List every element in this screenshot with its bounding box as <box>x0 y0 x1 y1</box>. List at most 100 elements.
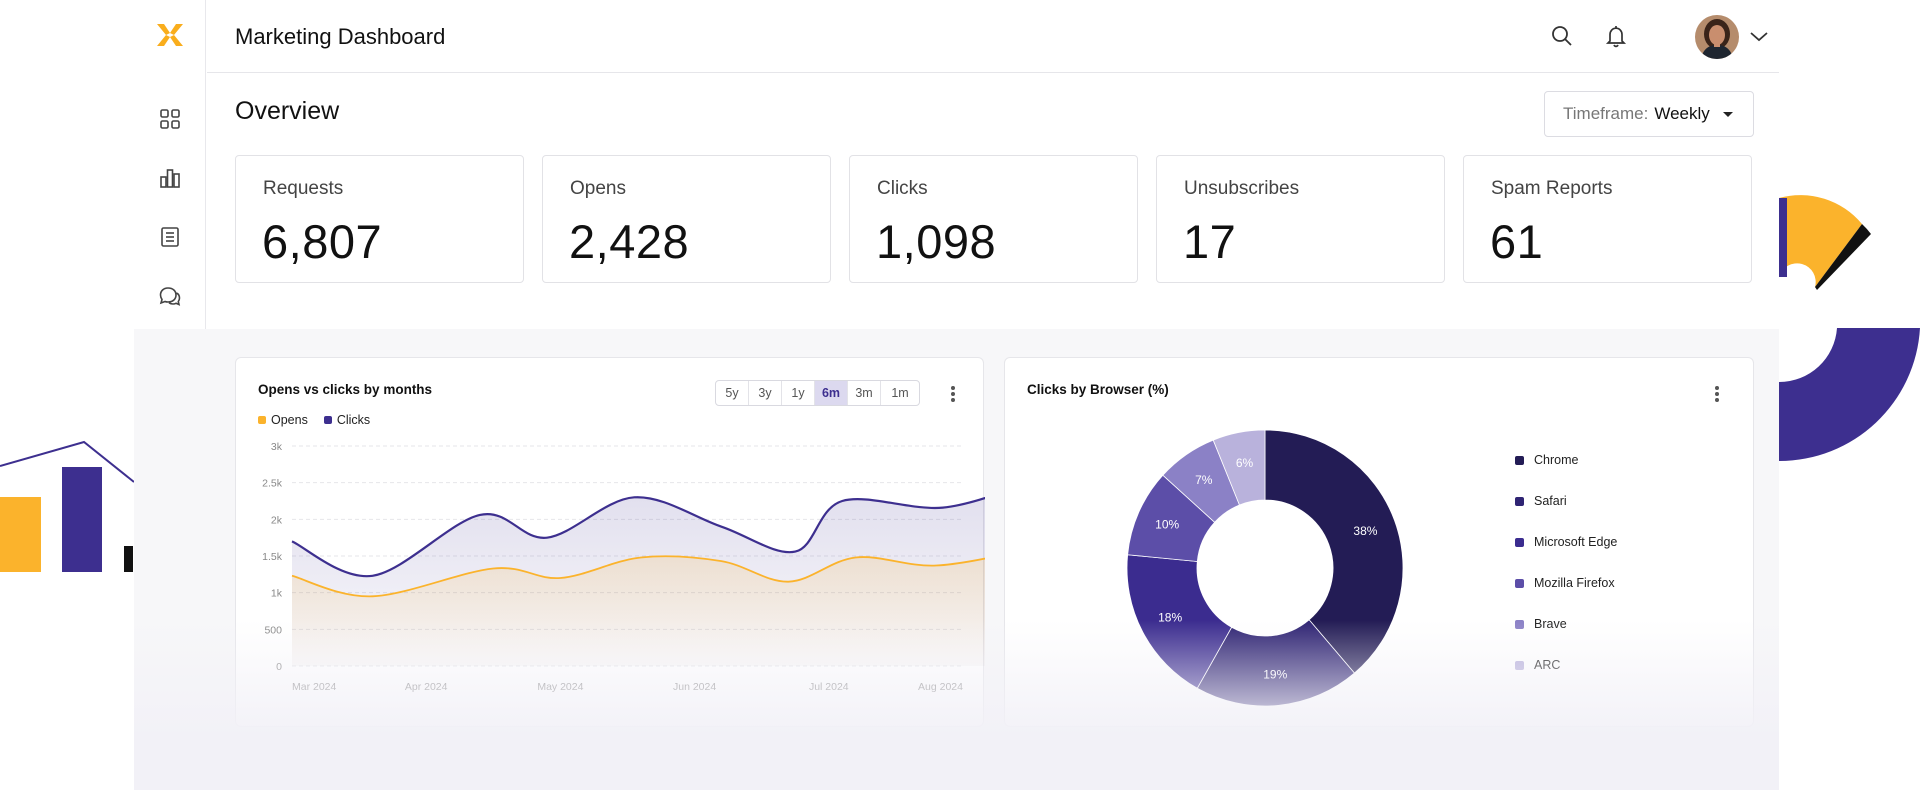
legend-label: Mozilla Firefox <box>1534 576 1615 590</box>
slice-label: 38% <box>1353 524 1377 538</box>
search-button[interactable] <box>1548 22 1576 50</box>
stat-value: 61 <box>1490 215 1544 268</box>
legend-swatch <box>1515 660 1524 670</box>
y-tick-label: 500 <box>264 624 282 636</box>
legend-label: Chrome <box>1534 453 1579 467</box>
y-tick-label: 1.5k <box>262 551 283 563</box>
x-tick-label: Mar 2024 <box>292 681 337 693</box>
legend-item-microsoft-edge[interactable]: Microsoft Edge <box>1515 535 1617 549</box>
legend-item-mozilla-firefox[interactable]: Mozilla Firefox <box>1515 576 1615 590</box>
legend-label: Brave <box>1534 617 1567 631</box>
clicks-by-browser-donut: 38% 19% 18% 10% 7% 6% <box>1126 429 1404 707</box>
y-tick-label: 2k <box>271 514 283 526</box>
document-icon <box>161 227 179 247</box>
bar-chart-icon <box>160 169 180 188</box>
stat-card-requests: Requests 6,807 <box>235 155 524 283</box>
legend-label: Microsoft Edge <box>1534 535 1618 549</box>
range-button-1y[interactable]: 1y <box>782 381 815 405</box>
bell-icon <box>1605 26 1627 48</box>
brand-logo[interactable] <box>155 20 185 50</box>
stat-card-spam-reports: Spam Reports 61 <box>1463 155 1752 283</box>
y-tick-label: 0 <box>276 661 282 673</box>
x-tick-label: Aug 2024 <box>918 681 963 693</box>
slice-label: 7% <box>1195 473 1213 487</box>
legend-item-opens[interactable]: Opens <box>258 413 308 427</box>
range-button-5y[interactable]: 5y <box>716 381 749 405</box>
stat-value: 6,807 <box>262 215 383 268</box>
clicks-by-browser-card: Clicks by Browser (%) 38% 19% 18% 10% 7% 6% C… <box>1004 357 1754 727</box>
slice-arc <box>1212 429 1266 506</box>
notifications-button[interactable] <box>1602 22 1630 50</box>
slice-label: 19% <box>1263 668 1287 682</box>
stat-label: Spam Reports <box>1491 178 1613 199</box>
opens-vs-clicks-chart: 0 500 1k 1.5k 2k 2.5k 3k Mar 2024 Apr 2024 May 20… <box>262 441 985 693</box>
legend-swatch <box>1515 455 1524 465</box>
legend-label: ARC <box>1534 658 1561 672</box>
app-window: Marketing Dashboard <box>134 0 1779 790</box>
timeframe-value: Weekly <box>1654 104 1710 123</box>
sidebar-item-dashboard[interactable] <box>157 106 183 132</box>
avatar[interactable] <box>1695 15 1739 59</box>
sidebar-item-analytics[interactable] <box>157 165 183 191</box>
decorative-bar-graphic <box>0 440 135 572</box>
legend-swatch <box>1515 578 1524 588</box>
legend-label: Opens <box>271 413 308 427</box>
x-tick-label: Jul 2024 <box>809 681 849 693</box>
stat-card-opens: Opens 2,428 <box>542 155 831 283</box>
range-button-3m[interactable]: 3m <box>848 381 881 405</box>
chat-icon <box>159 287 181 306</box>
x-tick-label: Jun 2024 <box>673 681 716 693</box>
timeframe-select[interactable]: Timeframe: Weekly <box>1544 91 1754 137</box>
range-button-3y[interactable]: 3y <box>749 381 782 405</box>
stat-label: Opens <box>570 178 626 199</box>
page-title: Marketing Dashboard <box>235 24 446 49</box>
search-icon <box>1552 26 1572 46</box>
legend-swatch <box>1515 619 1524 629</box>
chart-legend: Opens Clicks <box>258 413 386 427</box>
legend-swatch <box>1515 537 1524 547</box>
legend-label: Safari <box>1534 494 1567 508</box>
stat-card-clicks: Clicks 1,098 <box>849 155 1138 283</box>
legend-item-chrome[interactable]: Chrome <box>1515 453 1578 467</box>
decorative-pie-graphic <box>1779 195 1920 462</box>
grid-icon <box>160 109 180 129</box>
legend-swatch <box>1515 496 1524 506</box>
x-tick-label: Apr 2024 <box>405 681 448 693</box>
legend-item-clicks[interactable]: Clicks <box>323 413 371 427</box>
slice-label: 6% <box>1236 456 1254 470</box>
legend-item-arc[interactable]: ARC <box>1515 658 1560 672</box>
chart-title: Opens vs clicks by months <box>258 382 433 397</box>
range-button-1m[interactable]: 1m <box>891 386 909 400</box>
chevron-down-icon <box>1750 32 1768 42</box>
slice-label: 10% <box>1155 518 1179 532</box>
account-menu-toggle[interactable] <box>1745 22 1773 50</box>
stat-label: Requests <box>263 178 344 199</box>
legend-item-safari[interactable]: Safari <box>1515 494 1567 508</box>
donut-chart-menu-button[interactable] <box>1711 383 1723 405</box>
stat-value: 17 <box>1183 215 1237 268</box>
series-line-opens <box>291 555 985 598</box>
stat-value: 1,098 <box>876 215 997 268</box>
y-tick-label: 2.5k <box>262 478 283 490</box>
chart-title: Clicks by Browser (%) <box>1027 382 1169 397</box>
range-selector: 5y 3y 1y 6m 3m 1m <box>715 380 920 406</box>
range-button-6m[interactable]: 6m <box>815 381 848 405</box>
top-bar: Marketing Dashboard <box>207 0 1779 73</box>
overview-heading: Overview <box>235 97 340 125</box>
series-line-clicks <box>291 496 985 578</box>
caret-down-icon <box>1723 112 1733 117</box>
x-tick-label: May 2024 <box>537 681 583 693</box>
slice-label: 18% <box>1158 610 1182 624</box>
opens-vs-clicks-card: Opens vs clicks by months 5y 3y 1y 6m 3m… <box>235 357 985 727</box>
y-tick-label: 1k <box>271 588 283 600</box>
stat-card-unsubscribes: Unsubscribes 17 <box>1156 155 1445 283</box>
legend-item-brave[interactable]: Brave <box>1515 617 1567 631</box>
line-chart-menu-button[interactable] <box>947 383 959 405</box>
sidebar-item-reports[interactable] <box>157 224 183 250</box>
stat-label: Clicks <box>877 178 928 199</box>
stat-label: Unsubscribes <box>1184 178 1300 199</box>
y-tick-label: 3k <box>271 441 283 453</box>
timeframe-label: Timeframe: <box>1563 104 1649 123</box>
legend-label: Clicks <box>336 413 371 427</box>
sidebar-item-messages[interactable] <box>157 283 183 309</box>
